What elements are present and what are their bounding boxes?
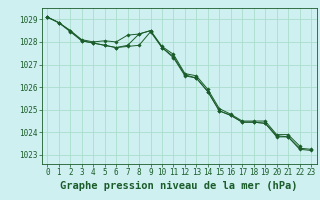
X-axis label: Graphe pression niveau de la mer (hPa): Graphe pression niveau de la mer (hPa) xyxy=(60,181,298,191)
